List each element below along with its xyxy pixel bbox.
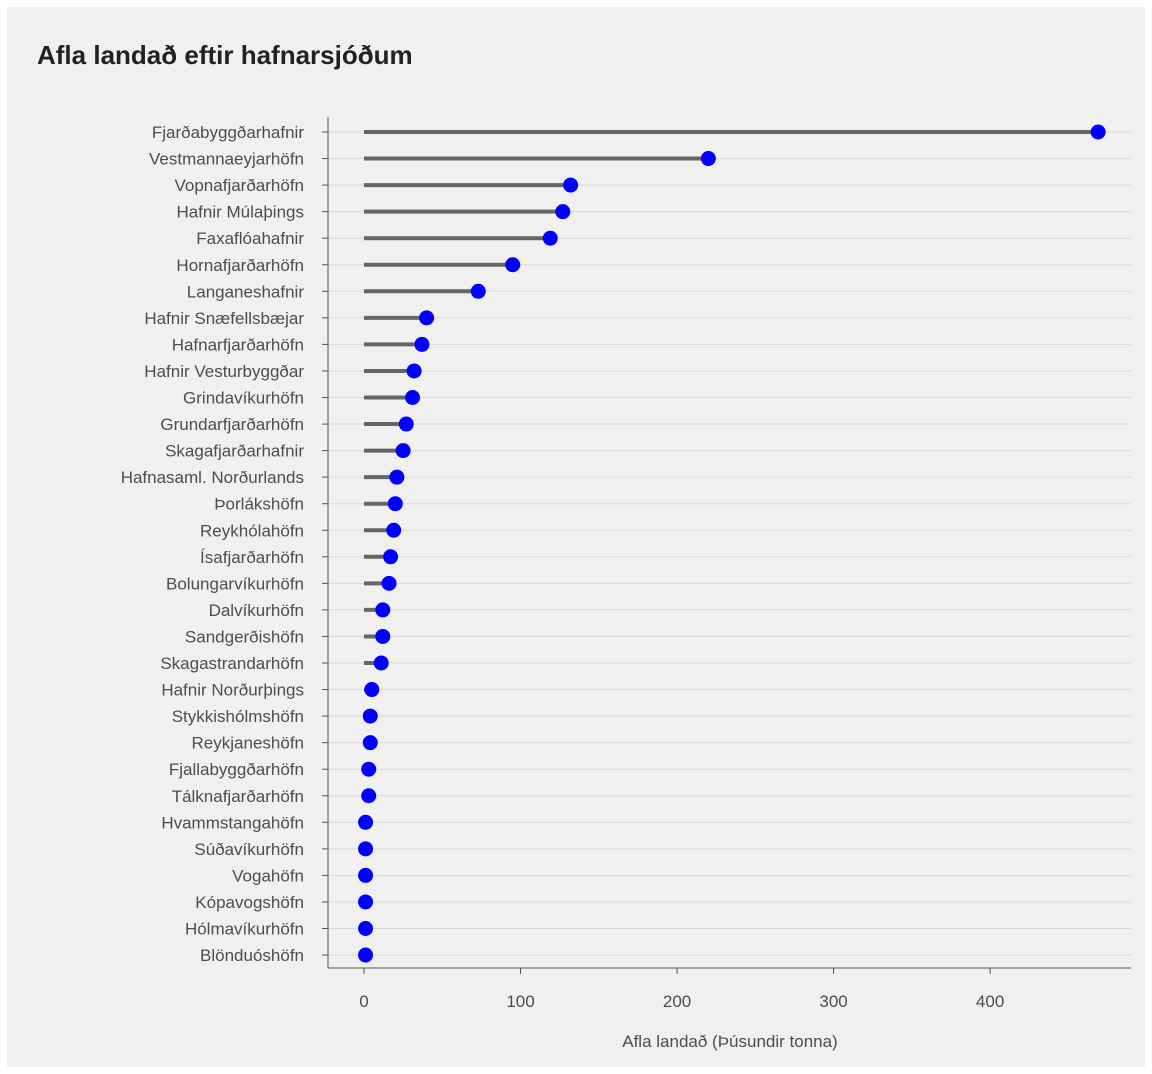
category-label: Vopnafjarðarhöfn: [175, 176, 305, 195]
data-point: [358, 947, 374, 963]
data-point: [1090, 124, 1106, 140]
data-point: [470, 283, 486, 299]
data-point: [361, 788, 377, 804]
category-labels: Fjarðabyggðarhafnir Vestmannaeyjarhöfn Vop…: [121, 123, 305, 965]
data-point: [389, 469, 405, 485]
category-label: Hvammstangahöfn: [161, 813, 304, 832]
x-tick-label: 400: [976, 992, 1004, 1011]
data-point: [419, 310, 435, 326]
category-label: Stykkishólmshöfn: [172, 707, 304, 726]
data-point: [358, 894, 374, 910]
category-label: Sandgerðishöfn: [185, 627, 304, 646]
points: [358, 124, 1106, 963]
category-label: Reykjaneshöfn: [192, 734, 304, 753]
data-point: [381, 575, 397, 591]
stems: [364, 130, 1099, 958]
x-tick-labels: 0 100 200 300 400: [359, 992, 1004, 1011]
x-tick-label: 300: [819, 992, 847, 1011]
data-point: [700, 151, 716, 167]
data-point: [362, 735, 378, 751]
x-axis-title: Afla landað (Þúsundir tonna): [622, 1032, 837, 1051]
category-label: Kópavogshöfn: [195, 893, 304, 912]
category-label: Þorlákshöfn: [214, 495, 304, 514]
category-label: Reykhólahöfn: [200, 521, 304, 540]
data-point: [375, 628, 391, 644]
x-tick-label: 0: [359, 992, 368, 1011]
x-tick-label: 200: [663, 992, 691, 1011]
category-label: Vestmannaeyjarhöfn: [149, 150, 304, 169]
data-point: [373, 655, 389, 671]
category-label: Hafnir Norðurþings: [161, 681, 304, 700]
data-point: [555, 204, 571, 220]
x-tick-label: 100: [506, 992, 534, 1011]
category-label: Hafnir Snæfellsbæjar: [144, 309, 304, 328]
category-label: Fjarðabyggðarhafnir: [152, 123, 304, 142]
category-label: Hornafjarðarhöfn: [176, 256, 304, 275]
data-point: [395, 443, 411, 459]
category-label: Bolungarvíkurhöfn: [166, 574, 304, 593]
data-point: [505, 257, 521, 273]
category-label: Hólmavíkurhöfn: [185, 920, 304, 939]
category-label: Skagafjarðarhafnir: [165, 442, 304, 461]
category-label: Langaneshafnir: [187, 282, 305, 301]
category-label: Hafnarfjarðarhöfn: [172, 335, 304, 354]
category-label: Súðavíkurhöfn: [194, 840, 304, 859]
chart-title: Afla landað eftir hafnarsjóðum: [37, 40, 413, 70]
data-point: [364, 682, 380, 698]
category-label: Fjallabyggðarhöfn: [169, 760, 304, 779]
data-point: [358, 921, 374, 936]
category-label: Skagastrandarhöfn: [160, 654, 304, 673]
data-point: [383, 549, 399, 565]
data-point: [406, 363, 422, 379]
data-point: [405, 390, 421, 405]
category-label: Grindavíkurhöfn: [183, 389, 304, 408]
data-point: [542, 230, 558, 246]
grid-lines: [328, 131, 1131, 956]
category-label: Blönduóshöfn: [200, 946, 304, 965]
data-point: [358, 841, 374, 857]
category-label: Vogahöfn: [232, 866, 304, 885]
data-point: [398, 416, 414, 432]
data-point: [358, 814, 374, 830]
data-point: [361, 761, 377, 777]
category-label: Ísafjarðarhöfn: [200, 548, 304, 567]
data-point: [362, 708, 378, 724]
data-point: [358, 867, 374, 883]
data-point: [387, 496, 403, 512]
category-label: Hafnir Vesturbyggðar: [144, 362, 304, 381]
category-label: Tálknafjarðarhöfn: [172, 787, 304, 806]
category-label: Hafnir Múlaþings: [176, 203, 304, 222]
category-label: Faxaflóahafnir: [196, 229, 304, 248]
axes: [322, 117, 1131, 974]
data-point: [375, 602, 391, 618]
data-point: [563, 177, 579, 193]
category-label: Dalvíkurhöfn: [209, 601, 304, 620]
category-label: Grundarfjarðarhöfn: [160, 415, 304, 434]
data-point: [414, 336, 430, 352]
category-label: Hafnasaml. Norðurlands: [121, 468, 304, 487]
data-point: [386, 522, 402, 538]
